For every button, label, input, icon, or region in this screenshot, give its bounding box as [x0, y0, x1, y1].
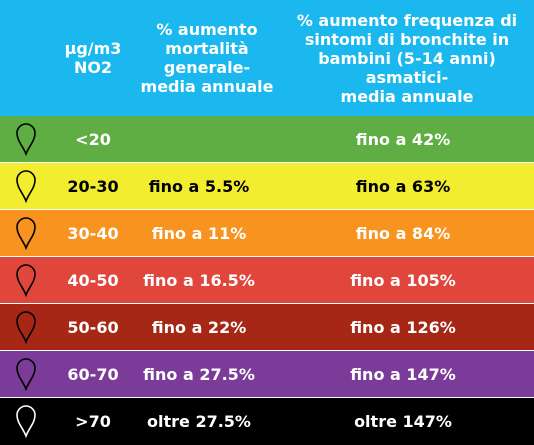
concentration-range: 60-70: [67, 364, 119, 384]
mortality-value: oltre 27.5%: [147, 411, 251, 431]
table-row: 60-70 fino a 27.5% fino a 147%: [0, 351, 534, 397]
mortality-value: fino a 27.5%: [143, 364, 255, 384]
mortality-value: fino a 22%: [151, 317, 247, 337]
mortality-value: fino a 16.5%: [143, 270, 255, 290]
table-row: 40-50 fino a 16.5% fino a 105%: [0, 257, 534, 303]
concentration-range: 30-40: [67, 223, 119, 243]
bronchitis-value: fino a 63%: [355, 176, 451, 196]
map-pin-icon: [0, 351, 52, 397]
map-pin-icon: [0, 163, 52, 209]
bronchitis-value: fino a 147%: [350, 364, 456, 384]
concentration-range: 40-50: [67, 270, 119, 290]
mortality-value: fino a 11%: [151, 223, 247, 243]
table-row: 30-40 fino a 11% fino a 84%: [0, 210, 534, 256]
map-pin-icon: [16, 405, 36, 438]
map-pin-icon: [0, 116, 52, 162]
bronchitis-value: fino a 42%: [355, 129, 451, 149]
header-concentration: µg/m3 NO2: [64, 39, 122, 77]
header-mortality: % aumento mortalità generale- media annu…: [140, 20, 274, 96]
concentration-range: 20-30: [67, 176, 119, 196]
map-pin-icon: [16, 123, 36, 156]
map-pin-icon: [16, 358, 36, 391]
map-pin-icon: [0, 398, 52, 444]
table-header: µg/m3 NO2 % aumento mortalità generale- …: [0, 0, 534, 116]
map-pin-icon: [16, 264, 36, 297]
mortality-value: [134, 116, 264, 162]
bronchitis-value: fino a 126%: [350, 317, 456, 337]
mortality-value: fino a 5.5%: [148, 176, 250, 196]
concentration-range: >70: [75, 411, 111, 431]
table-row: 20-30 fino a 5.5% fino a 63%: [0, 163, 534, 209]
table-row: 50-60 fino a 22% fino a 126%: [0, 304, 534, 350]
bronchitis-value: fino a 105%: [350, 270, 456, 290]
map-pin-icon: [16, 311, 36, 344]
map-pin-icon: [0, 257, 52, 303]
concentration-range: <20: [75, 129, 111, 149]
map-pin-icon: [16, 170, 36, 203]
map-pin-icon: [0, 304, 52, 350]
bronchitis-value: oltre 147%: [354, 411, 452, 431]
concentration-range: 50-60: [67, 317, 119, 337]
map-pin-icon: [0, 210, 52, 256]
table-row: <20 fino a 42%: [0, 116, 534, 162]
header-bronchitis: % aumento frequenza di sintomi di bronch…: [296, 10, 518, 106]
table-row: >70 oltre 27.5% oltre 147%: [0, 398, 534, 445]
bronchitis-value: fino a 84%: [355, 223, 451, 243]
map-pin-icon: [16, 217, 36, 250]
